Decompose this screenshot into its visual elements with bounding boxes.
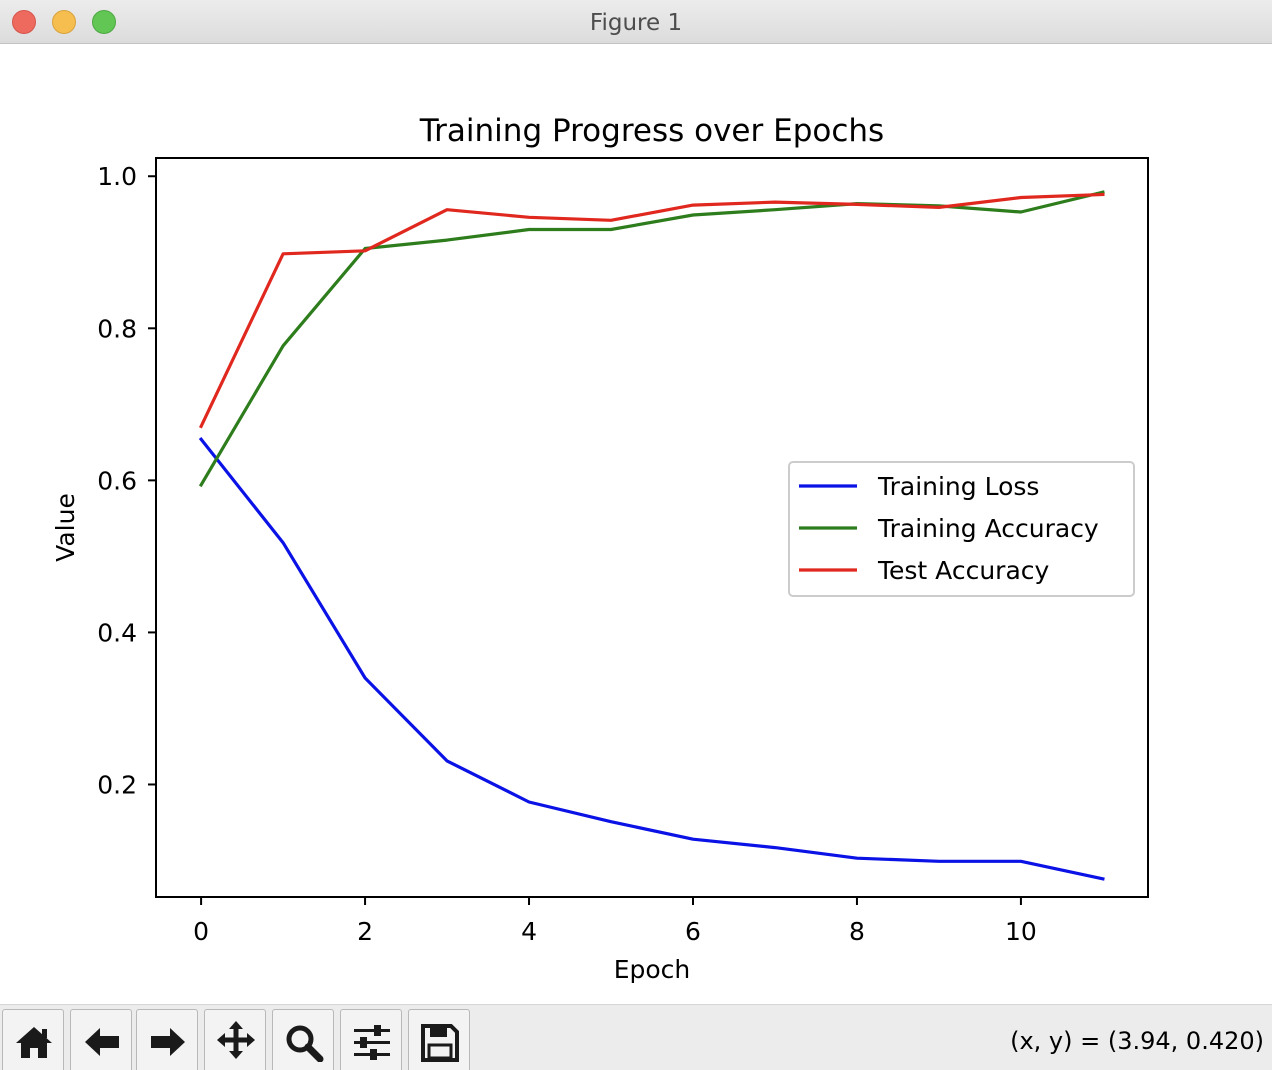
figure-canvas[interactable]: Training Progress over Epochs 0 2 4 6 8 10 0.2 0… (0, 44, 1272, 1004)
chart-title: Training Progress over Epochs (419, 113, 884, 149)
y-axis-label: Value (51, 493, 80, 562)
y-tick-label: 0.8 (97, 314, 137, 343)
forward-button[interactable] (136, 1009, 198, 1070)
y-tick-label: 0.6 (97, 466, 137, 495)
axes-frame (155, 157, 1149, 898)
x-tick-label: 10 (1005, 917, 1037, 946)
back-button[interactable] (70, 1009, 132, 1070)
sliders-icon (354, 1025, 390, 1060)
minimize-window-button[interactable] (52, 10, 76, 34)
save-button[interactable] (408, 1009, 470, 1070)
cursor-coordinates-readout: (x, y) = (3.94, 0.420) (1010, 1027, 1264, 1055)
legend-entry: Test Accuracy (877, 556, 1050, 585)
x-tick-label: 6 (685, 917, 701, 946)
legend-entry: Training Accuracy (877, 514, 1099, 543)
legend-box (788, 461, 1135, 597)
navigation-toolbar: (x, y) = (3.94, 0.420) (0, 1004, 1272, 1070)
magnifier-icon (286, 1025, 324, 1062)
y-tick-label: 0.2 (97, 770, 137, 799)
series-line-training-accuracy (198, 190, 1105, 488)
y-tick-label: 0.4 (97, 618, 137, 647)
x-tick-label: 2 (357, 917, 373, 946)
legend-entry: Training Loss (877, 472, 1039, 501)
close-window-button[interactable] (12, 10, 36, 34)
zoom-window-button[interactable] (92, 10, 116, 34)
series-line-training-loss (198, 437, 1105, 881)
line-chart: Training Progress over Epochs 0 2 4 6 8 10 0.2 0… (51, 113, 1149, 984)
subplots-button[interactable] (340, 1009, 402, 1070)
move-icon (217, 1021, 255, 1059)
pan-button[interactable] (204, 1009, 266, 1070)
x-axis-label: Epoch (614, 955, 691, 984)
x-tick-label: 0 (193, 917, 209, 946)
home-icon (16, 1027, 52, 1058)
zoom-button[interactable] (272, 1009, 334, 1070)
home-button[interactable] (2, 1009, 64, 1070)
y-tick-label: 1.0 (97, 162, 137, 191)
window-titlebar: Figure 1 (0, 0, 1272, 44)
floppy-icon (421, 1024, 459, 1062)
window-title: Figure 1 (589, 10, 683, 36)
x-tick-label: 8 (849, 917, 865, 946)
series-line-test-accuracy (198, 192, 1105, 429)
x-tick-label: 4 (521, 917, 537, 946)
arrow-left-icon (85, 1028, 119, 1056)
arrow-right-icon (151, 1028, 185, 1056)
